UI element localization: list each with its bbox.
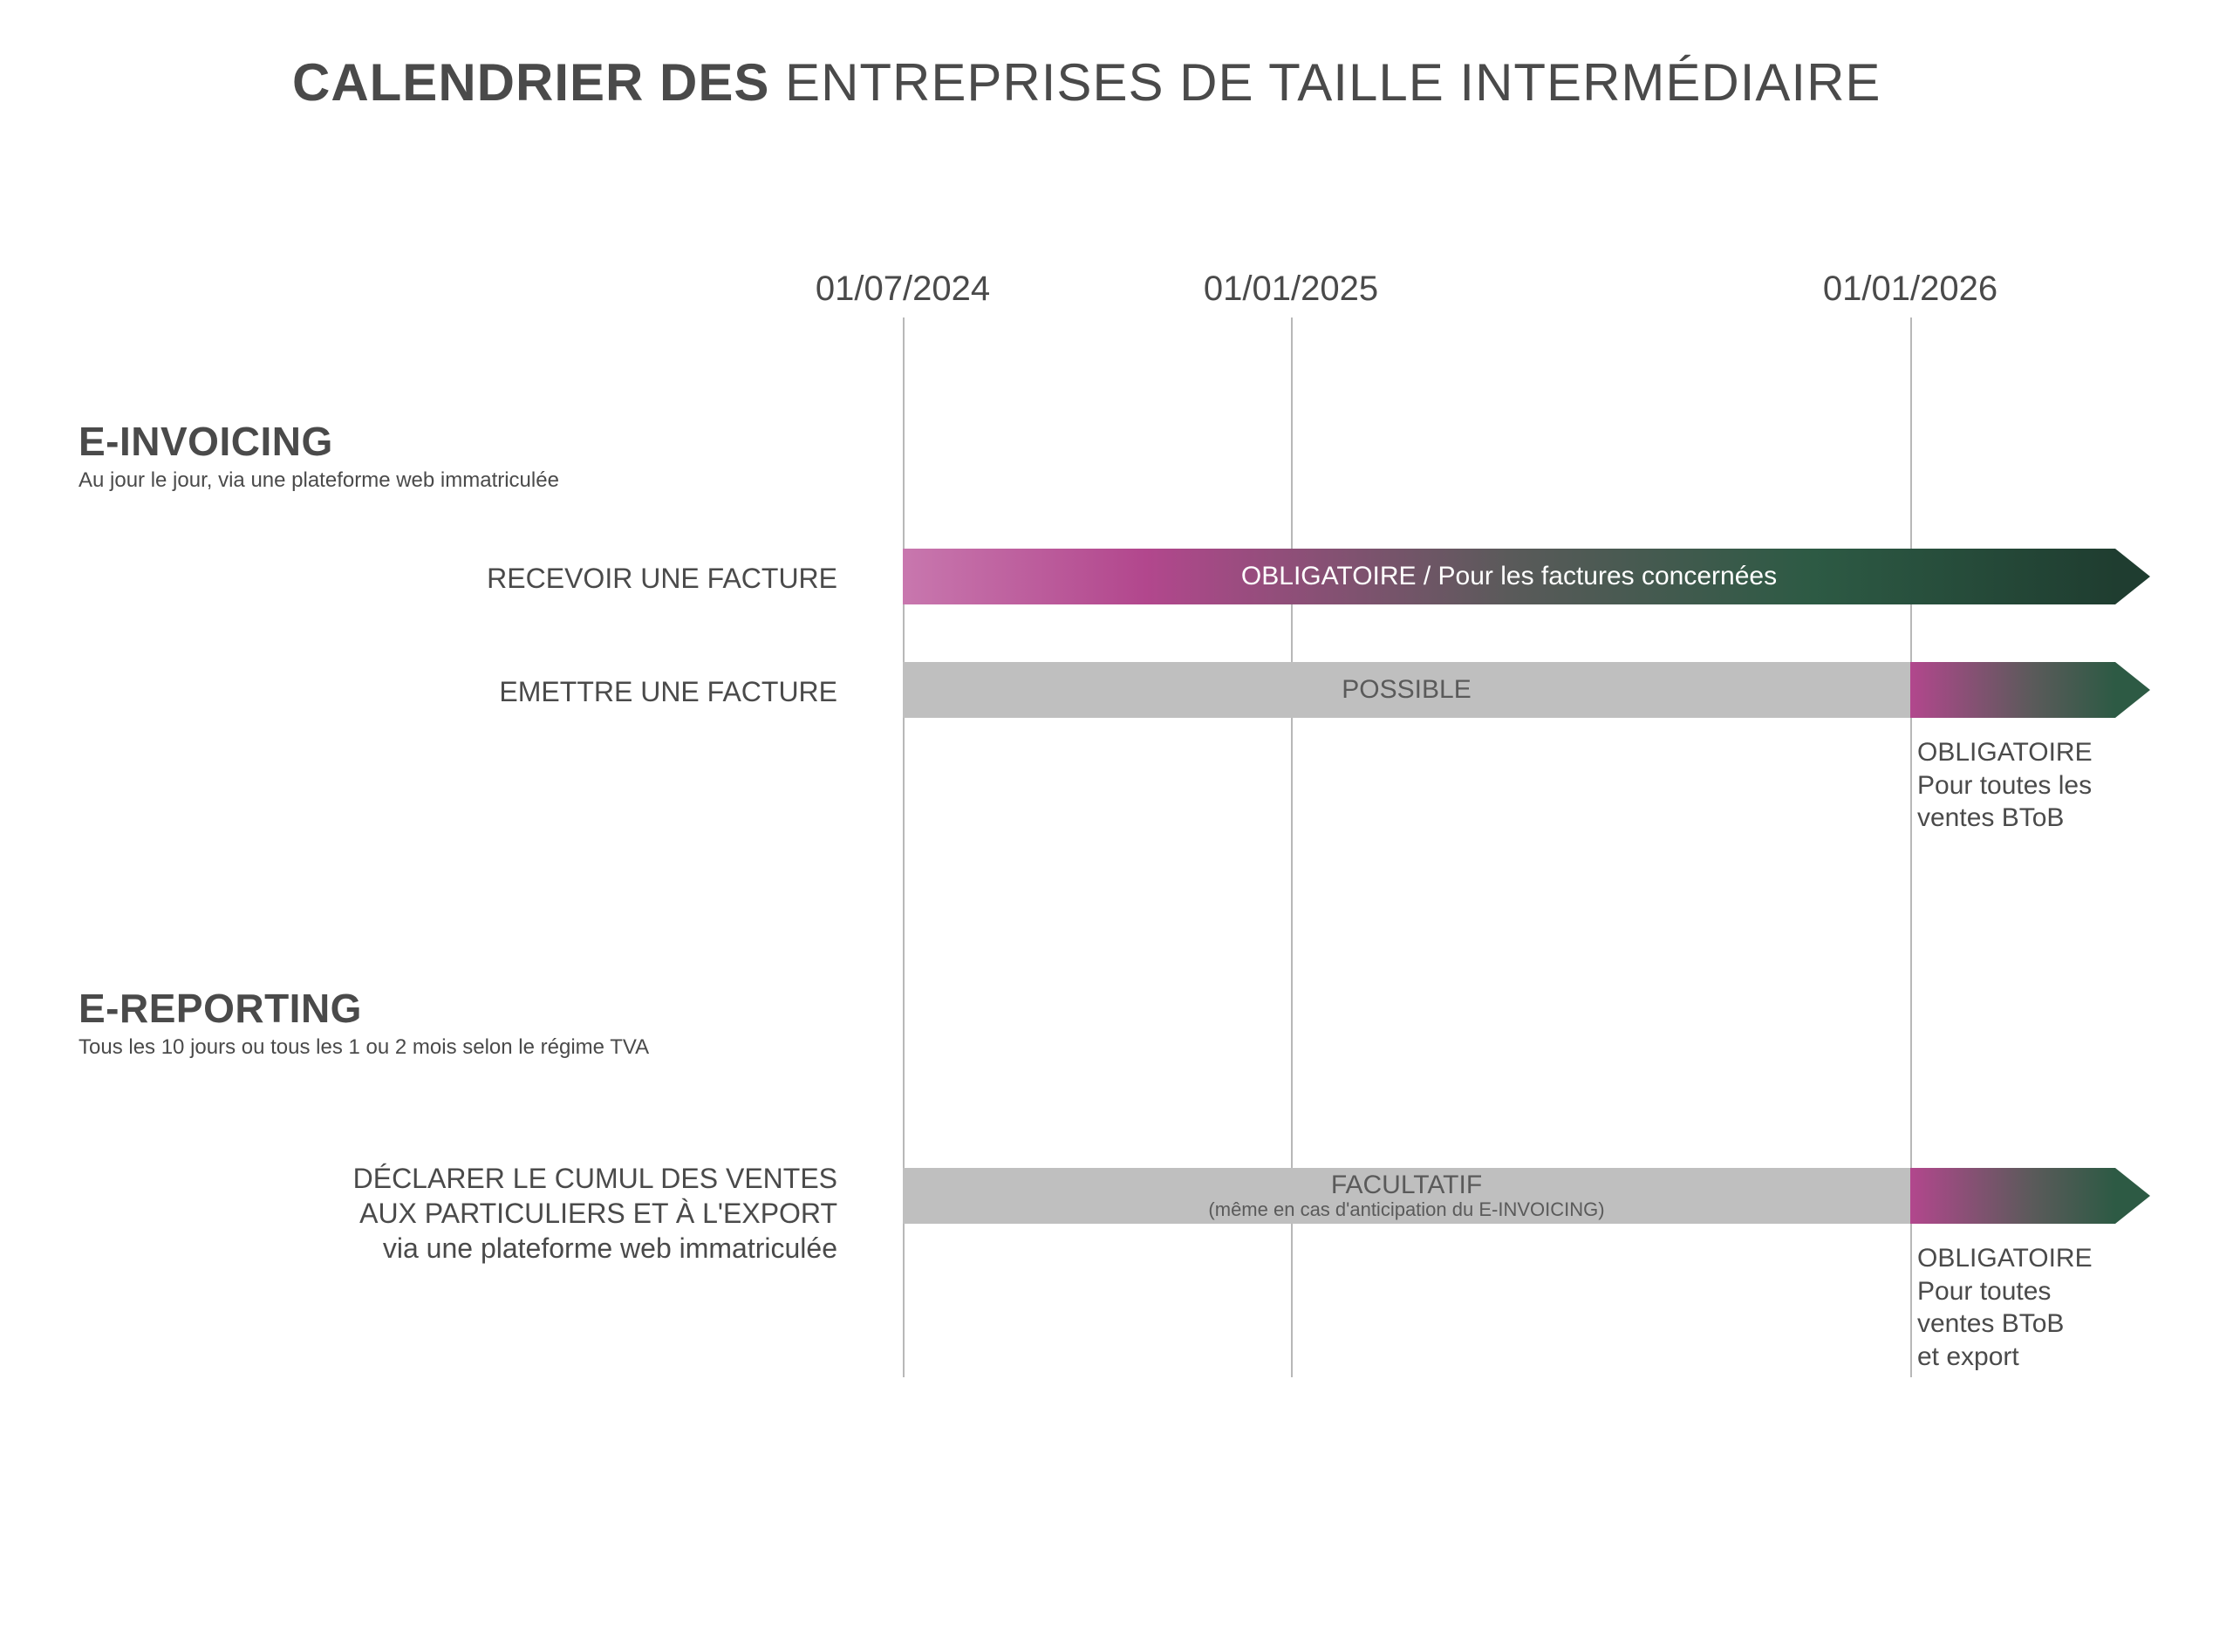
bar-gray: FACULTATIF(même en cas d'anticipation du… [903,1168,1910,1224]
arrow-head-icon [2115,549,2150,604]
section-subtitle: Tous les 10 jours ou tous les 1 ou 2 moi… [79,1035,649,1060]
section-header-ereporting: E-REPORTING Tous les 10 jours ou tous les… [79,985,649,1060]
bar-text: OBLIGATOIRE / Pour les factures concerné… [1241,562,1777,591]
section-title: E-INVOICING [79,418,559,465]
bar-text: POSSIBLE [1342,675,1471,705]
section-header-einvoicing: E-INVOICING Au jour le jour, via une plat… [79,418,559,493]
annotation: OBLIGATOIREPour toutesventes BToBet expo… [1917,1242,2093,1373]
row-label-recevoir: RECEVOIR UNE FACTURE [487,561,837,596]
row-label: DÉCLARER LE CUMUL DES VENTESAUX PARTICUL… [353,1161,837,1266]
title-bold: CALENDRIER DES [292,53,769,112]
section-subtitle: Au jour le jour, via une plateforme web … [79,468,559,493]
title-light: ENTREPRISES DE TAILLE INTERMÉDIAIRE [769,53,1881,112]
date-label: 01/01/2026 [1823,270,1997,309]
bar-recevoir: OBLIGATOIRE / Pour les factures concerné… [903,549,2115,604]
diagram-container: CALENDRIER DES ENTREPRISES DE TAILLE INT… [79,52,2172,1491]
bar-gradient-short [1910,1168,2115,1224]
arrow-head-icon [2115,1168,2150,1224]
timeline-area: 01/07/2024 01/01/2025 01/01/2026 E-INVOICIN… [79,270,2172,1491]
arrow-head-icon [2115,662,2150,718]
bar-gray: POSSIBLE [903,662,1910,718]
page-title: CALENDRIER DES ENTREPRISES DE TAILLE INT… [292,52,2172,113]
row-label: EMETTRE UNE FACTURE [499,674,837,709]
annotation: OBLIGATOIREPour toutes lesventes BToB [1917,736,2093,835]
bar-gradient-short [1910,662,2115,718]
date-label: 01/01/2025 [1204,270,1378,309]
date-label: 01/07/2024 [816,270,990,309]
bar-text: FACULTATIF(même en cas d'anticipation du… [1208,1171,1604,1220]
section-title: E-REPORTING [79,985,649,1032]
